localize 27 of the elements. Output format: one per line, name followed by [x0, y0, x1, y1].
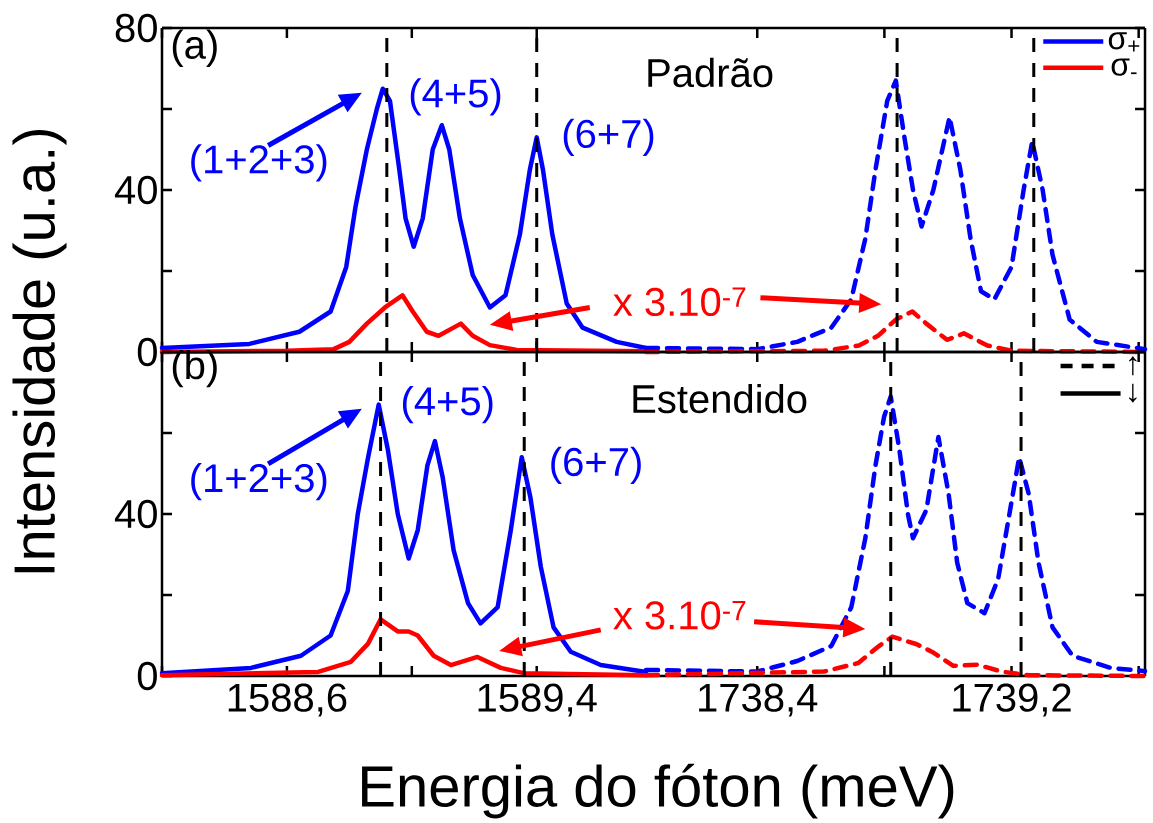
y-tick-label: 0 [137, 337, 157, 367]
annotation: Estendido [633, 383, 807, 414]
annotation: Padrão [648, 57, 773, 88]
annotation: (4+5) [410, 78, 501, 116]
y-tick-label: 40 [114, 499, 157, 529]
x-tick-label: 1739,2 [953, 683, 1071, 717]
y-tick-label: 80 [115, 13, 157, 43]
annotation: (1+2+3) [191, 144, 327, 182]
y-axis-title: Intensidade (u.a.) [12, 130, 67, 573]
x-axis-title: Energia do fóton (meV) [362, 763, 954, 819]
annotation: (4+5) [402, 386, 493, 424]
annotation: (a) [172, 29, 217, 67]
annotation: x 3.10$^{-7}$ [613, 287, 746, 317]
annotation: (b) [172, 349, 217, 388]
y-tick-label: 0 [137, 661, 157, 691]
annotation: ↑ [1129, 356, 1137, 376]
y-tick-label: 40 [114, 175, 157, 205]
legend-label: σ$_{+}$ [1108, 32, 1140, 52]
x-tick-label: 1589,4 [478, 683, 597, 717]
x-tick-label: 1738,4 [699, 683, 818, 717]
legend-label: σ$_{-}$ [1111, 58, 1137, 76]
annotation: x 3.10$^{-7}$ [613, 600, 746, 630]
annotation: (6+7) [563, 118, 654, 156]
annotation: (1+2+3) [191, 462, 327, 501]
annotation: (6+7) [551, 446, 641, 485]
x-tick-label: 1588,6 [228, 683, 347, 717]
annotation: ↓ [1129, 383, 1137, 403]
